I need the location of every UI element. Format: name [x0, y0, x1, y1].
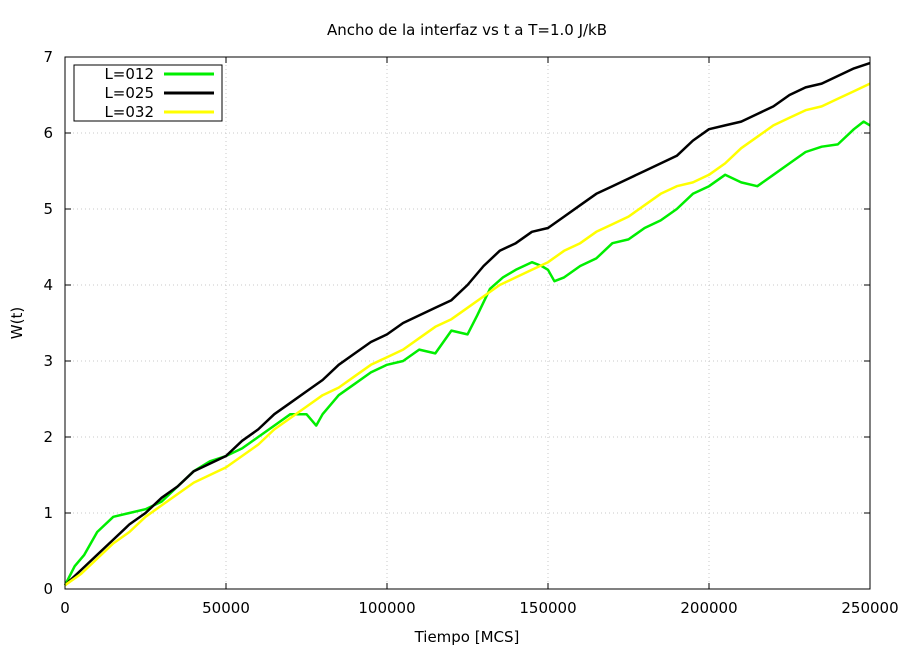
y-tick-label: 6: [43, 124, 53, 142]
series-line-l-012: [63, 120, 871, 586]
x-tick-label: 250000: [841, 599, 898, 617]
legend-label: L=032: [104, 103, 154, 121]
x-tick-label: 100000: [358, 599, 415, 617]
chart-title: Ancho de la interfaz vs t a T=1.0 J/kB: [327, 21, 607, 39]
series-line-l-032: [64, 82, 871, 587]
series-layer: [63, 61, 871, 587]
x-tick-label: 200000: [680, 599, 737, 617]
y-axis-label: W(t): [8, 307, 26, 339]
y-tick-label: 0: [43, 580, 53, 598]
y-tick-label: 1: [43, 504, 53, 522]
grid: [65, 57, 870, 589]
x-tick-label: 50000: [202, 599, 250, 617]
y-tick-label: 2: [43, 428, 53, 446]
y-tick-label: 7: [43, 48, 53, 66]
plot-frame: [64, 56, 871, 590]
series-line-l-025: [64, 61, 871, 587]
y-tick-label: 5: [43, 200, 53, 218]
x-tick-label: 150000: [519, 599, 576, 617]
x-axis-label: Tiempo [MCS]: [414, 628, 520, 646]
legend-label: L=025: [104, 84, 154, 102]
y-tick-label: 4: [43, 276, 53, 294]
legend-label: L=012: [104, 65, 154, 83]
y-tick-label: 3: [43, 352, 53, 370]
ticks: 0 50000 100000 150000 200000 250000 0 1 2 3 4 5 6 7: [43, 48, 898, 617]
x-tick-label: 0: [60, 599, 70, 617]
